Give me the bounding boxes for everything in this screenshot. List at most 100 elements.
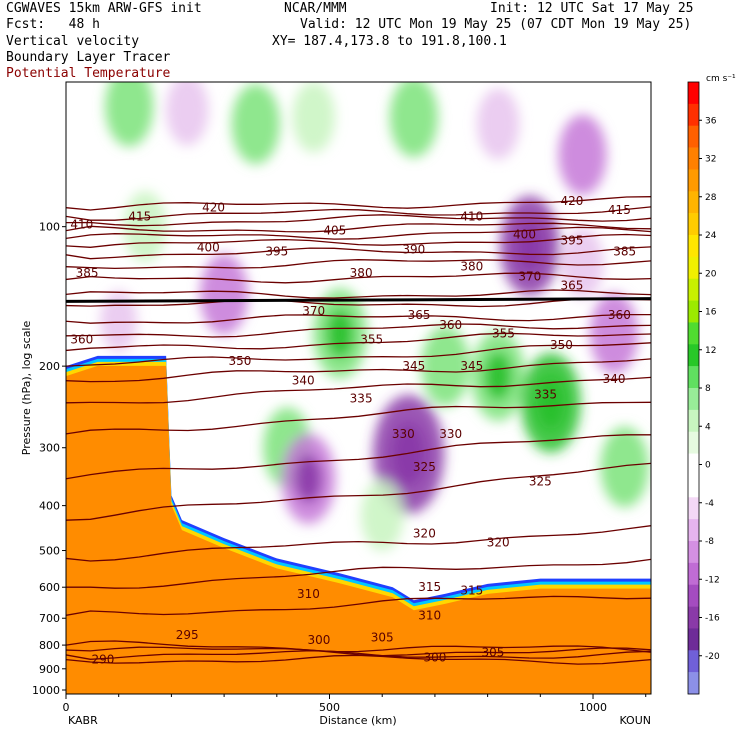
colorbar-swatch xyxy=(688,322,699,345)
colorbar-swatch xyxy=(688,82,699,105)
colorbar-tick-label: 24 xyxy=(705,231,717,241)
theta-label: 330 xyxy=(392,427,415,441)
vv-cell xyxy=(558,114,607,196)
y-tick-label: 700 xyxy=(39,612,60,625)
left-endpoint-label: KABR xyxy=(68,714,98,727)
theta-label: 365 xyxy=(408,308,431,322)
theta-label: 420 xyxy=(560,194,583,208)
theta-contour-415 xyxy=(66,206,651,221)
vv-core xyxy=(390,422,427,487)
theta-contour-290 xyxy=(66,654,651,665)
theta-contour-355 xyxy=(66,332,651,352)
theta-label: 360 xyxy=(608,308,631,322)
colorbar-swatch xyxy=(688,672,699,695)
colorbar-swatch xyxy=(688,431,699,454)
vv-cell xyxy=(360,480,404,551)
colorbar-tick-label: 28 xyxy=(705,193,717,203)
theta-contour-labels: 420 420 415 415 410 410 405 400 400 395 395 390 385 3… xyxy=(70,194,636,667)
y-tick-label: 900 xyxy=(39,663,60,676)
colorbar-swatch xyxy=(688,169,699,192)
theta-label: 305 xyxy=(371,630,394,644)
theta-contour-420 xyxy=(66,196,651,211)
colorbar-tick-label: -12 xyxy=(705,575,720,585)
vv-cell xyxy=(600,426,649,508)
theta-label: 395 xyxy=(560,233,583,247)
theta-contour-360 xyxy=(66,323,651,338)
vv-core xyxy=(484,351,512,400)
theta-label: 315 xyxy=(460,584,483,598)
theta-label: 290 xyxy=(91,653,114,667)
theta-contour-365 xyxy=(66,313,651,324)
field-label-tracer: Boundary Layer Tracer xyxy=(6,50,171,65)
colorbar-swatch xyxy=(688,475,699,498)
init-time: Init: 12 UTC Sat 17 May 25 xyxy=(490,1,694,16)
theta-contour-390 xyxy=(66,246,651,260)
colorbar-swatch xyxy=(688,278,699,301)
y-tick-label: 800 xyxy=(39,639,60,652)
theta-contour-295 xyxy=(66,650,651,660)
theta-label: 320 xyxy=(487,535,510,549)
theta-contour-300 xyxy=(66,646,651,657)
theta-contour-310 xyxy=(66,595,651,616)
field-label-vertical-velocity: Vertical velocity xyxy=(6,34,140,49)
colorbar-swatch xyxy=(688,606,699,629)
colorbar-tick-label: 20 xyxy=(705,269,717,279)
colorbar-swatch xyxy=(688,147,699,170)
theta-label: 400 xyxy=(197,241,220,255)
vv-cell xyxy=(476,88,520,160)
colorbar-swatch xyxy=(688,497,699,520)
theta-label: 310 xyxy=(297,587,320,601)
vv-cell xyxy=(589,293,639,374)
colorbar-swatch xyxy=(688,584,699,607)
colorbar-swatch xyxy=(688,103,699,127)
y-tick-label: 100 xyxy=(39,221,60,234)
x-tick-label: 500 xyxy=(319,701,340,714)
theta-label: 400 xyxy=(513,228,536,242)
x-tick-label: 1000 xyxy=(579,701,607,714)
theta-label: 415 xyxy=(128,209,151,223)
colorbar-tick-label: 32 xyxy=(705,155,716,165)
y-tick-label: 1000 xyxy=(32,684,60,697)
colorbar-tick-label: -4 xyxy=(705,499,714,509)
vv-cell xyxy=(105,82,154,147)
theta-label: 390 xyxy=(402,242,425,256)
y-tick-label: 400 xyxy=(39,500,60,513)
theta-label: 350 xyxy=(228,354,251,368)
theta-contour-345 xyxy=(66,358,651,383)
theta-contour-380 xyxy=(66,272,651,284)
colorbar-swatch xyxy=(688,366,699,389)
theta-contour-340 xyxy=(66,376,651,404)
theta-contour-320 xyxy=(66,525,651,562)
theta-label: 350 xyxy=(550,338,573,352)
vv-core xyxy=(326,309,354,358)
theta-label: 320 xyxy=(413,527,436,541)
colorbar-swatch xyxy=(688,541,699,564)
colorbar-swatch xyxy=(688,125,699,148)
x-tick-label: 0 xyxy=(63,701,70,714)
theta-contour-375 xyxy=(66,289,651,299)
theta-label: 355 xyxy=(360,332,383,346)
vv-cell xyxy=(389,82,438,158)
vv-cell xyxy=(231,83,280,165)
theta-label: 310 xyxy=(418,608,441,622)
theta-label: 380 xyxy=(460,260,483,274)
theta-label: 335 xyxy=(350,392,373,406)
colorbar-swatch xyxy=(688,388,699,411)
theta-label: 380 xyxy=(350,266,373,280)
colorbar-tick-label: -16 xyxy=(705,614,720,624)
theta-label: 410 xyxy=(70,218,93,232)
vv-cell xyxy=(292,82,335,153)
theta-label: 405 xyxy=(323,224,346,238)
colorbar-swatch xyxy=(688,628,699,651)
theta-contour-410 xyxy=(66,214,651,227)
theta-label: 295 xyxy=(176,628,199,642)
theta-contour-325 xyxy=(66,462,651,521)
y-tick-label: 300 xyxy=(39,442,60,455)
theta-label: 305 xyxy=(481,646,504,660)
theta-label: 325 xyxy=(529,475,552,489)
forecast-hour: Fcst: 48 h xyxy=(6,17,100,32)
colorbar-tick-label: -8 xyxy=(705,537,714,547)
colorbar-swatch xyxy=(688,453,699,476)
theta-label: 415 xyxy=(608,203,631,217)
center-label: NCAR/MMM xyxy=(284,1,347,16)
